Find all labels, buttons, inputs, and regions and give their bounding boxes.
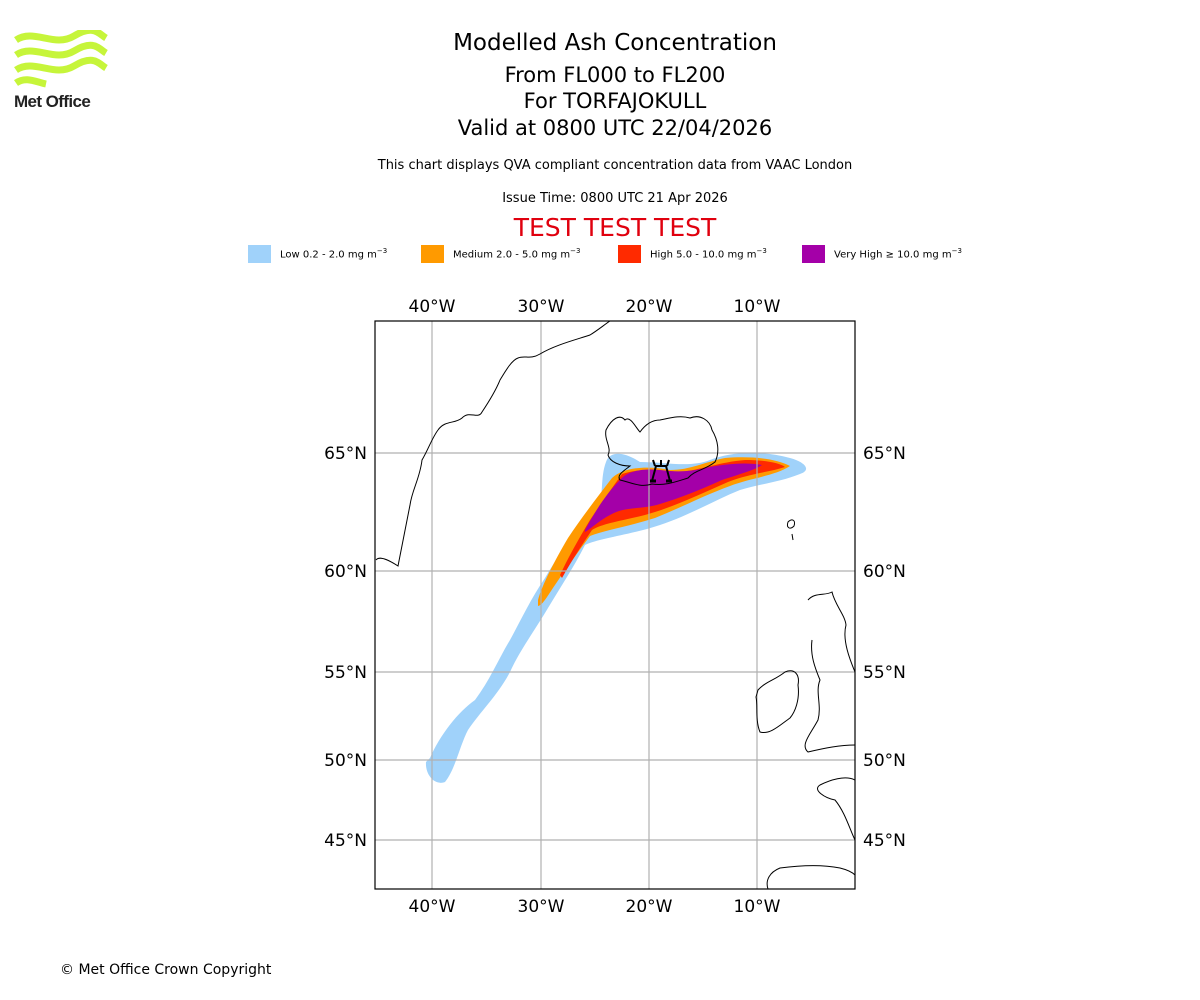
volcano-icon xyxy=(650,459,672,483)
legend-swatch-low xyxy=(248,245,271,263)
unit-exponent: −3 xyxy=(376,247,388,256)
spain-coast xyxy=(766,865,855,889)
great-britain-coast xyxy=(804,591,855,753)
axis-tick-labels: 40°W 40°W 30°W 30°W 20°W 20°W 10°W 10°W 65°N 65°N… xyxy=(324,297,906,917)
legend-swatch-medium xyxy=(421,245,444,263)
y-tick-label: 65°N xyxy=(324,444,367,464)
y-tick-label: 60°N xyxy=(324,562,367,582)
copyright-notice: © Met Office Crown Copyright xyxy=(60,962,272,978)
x-tick-label: 10°W xyxy=(734,297,781,317)
greenland-coast xyxy=(375,321,611,567)
faroe-islands-coast xyxy=(787,519,795,541)
y-tick-label: 45°N xyxy=(863,831,906,851)
legend-label-low: Low 0.2 - 2.0 mg m xyxy=(280,249,377,261)
chart-title: Modelled Ash Concentration xyxy=(453,30,777,56)
legend-swatch-high xyxy=(618,245,641,263)
y-tick-label: 45°N xyxy=(324,831,367,851)
unit-exponent: −3 xyxy=(951,247,962,256)
x-tick-label: 30°W xyxy=(518,897,565,917)
valid-time: Valid at 0800 UTC 22/04/2026 xyxy=(457,116,773,140)
chart-description: This chart displays QVA compliant concen… xyxy=(377,158,853,173)
map-frame xyxy=(374,320,856,890)
ash-contour-very-high xyxy=(585,463,762,532)
x-tick-label: 20°W xyxy=(626,297,673,317)
y-tick-label: 50°N xyxy=(324,751,367,771)
issue-time: Issue Time: 0800 UTC 21 Apr 2026 xyxy=(502,191,728,206)
graticule xyxy=(375,321,855,889)
unit-exponent: −3 xyxy=(756,247,767,256)
met-office-waves-icon xyxy=(13,26,108,88)
y-tick-label: 55°N xyxy=(863,663,906,683)
legend-label-medium: Medium 2.0 - 5.0 mg m xyxy=(453,249,571,261)
legend-label-high: High 5.0 - 10.0 mg m xyxy=(650,249,757,261)
legend-item-low: Low 0.2 - 2.0 mg m−3 xyxy=(248,244,387,264)
y-tick-label: 50°N xyxy=(863,751,906,771)
y-tick-label: 60°N xyxy=(863,562,906,582)
x-tick-label: 40°W xyxy=(409,897,456,917)
france-coast xyxy=(817,777,855,841)
test-banner: TEST TEST TEST xyxy=(513,213,717,242)
unit-exponent: −3 xyxy=(570,247,581,256)
legend-item-medium: Medium 2.0 - 5.0 mg m−3 xyxy=(421,244,580,264)
legend-swatch-very-high xyxy=(802,245,825,263)
x-tick-label: 30°W xyxy=(518,297,565,317)
y-tick-label: 65°N xyxy=(863,444,906,464)
coastlines xyxy=(375,321,855,889)
ash-contour-medium xyxy=(538,457,790,606)
met-office-logo: Met Office xyxy=(13,26,108,112)
x-tick-label: 40°W xyxy=(409,297,456,317)
legend-label-very-high: Very High ≥ 10.0 mg m xyxy=(834,249,952,261)
flight-level-range: From FL000 to FL200 xyxy=(504,63,726,87)
volcano-name: For TORFAJOKULL xyxy=(523,89,707,113)
logo-text: Met Office xyxy=(14,92,91,111)
y-tick-label: 55°N xyxy=(324,663,367,683)
iceland-coast xyxy=(605,416,719,486)
legend-item-very-high: Very High ≥ 10.0 mg m−3 xyxy=(802,244,962,264)
x-tick-label: 20°W xyxy=(626,897,673,917)
legend-item-high: High 5.0 - 10.0 mg m−3 xyxy=(618,244,767,264)
ireland-coast xyxy=(755,670,799,734)
x-tick-label: 10°W xyxy=(734,897,781,917)
